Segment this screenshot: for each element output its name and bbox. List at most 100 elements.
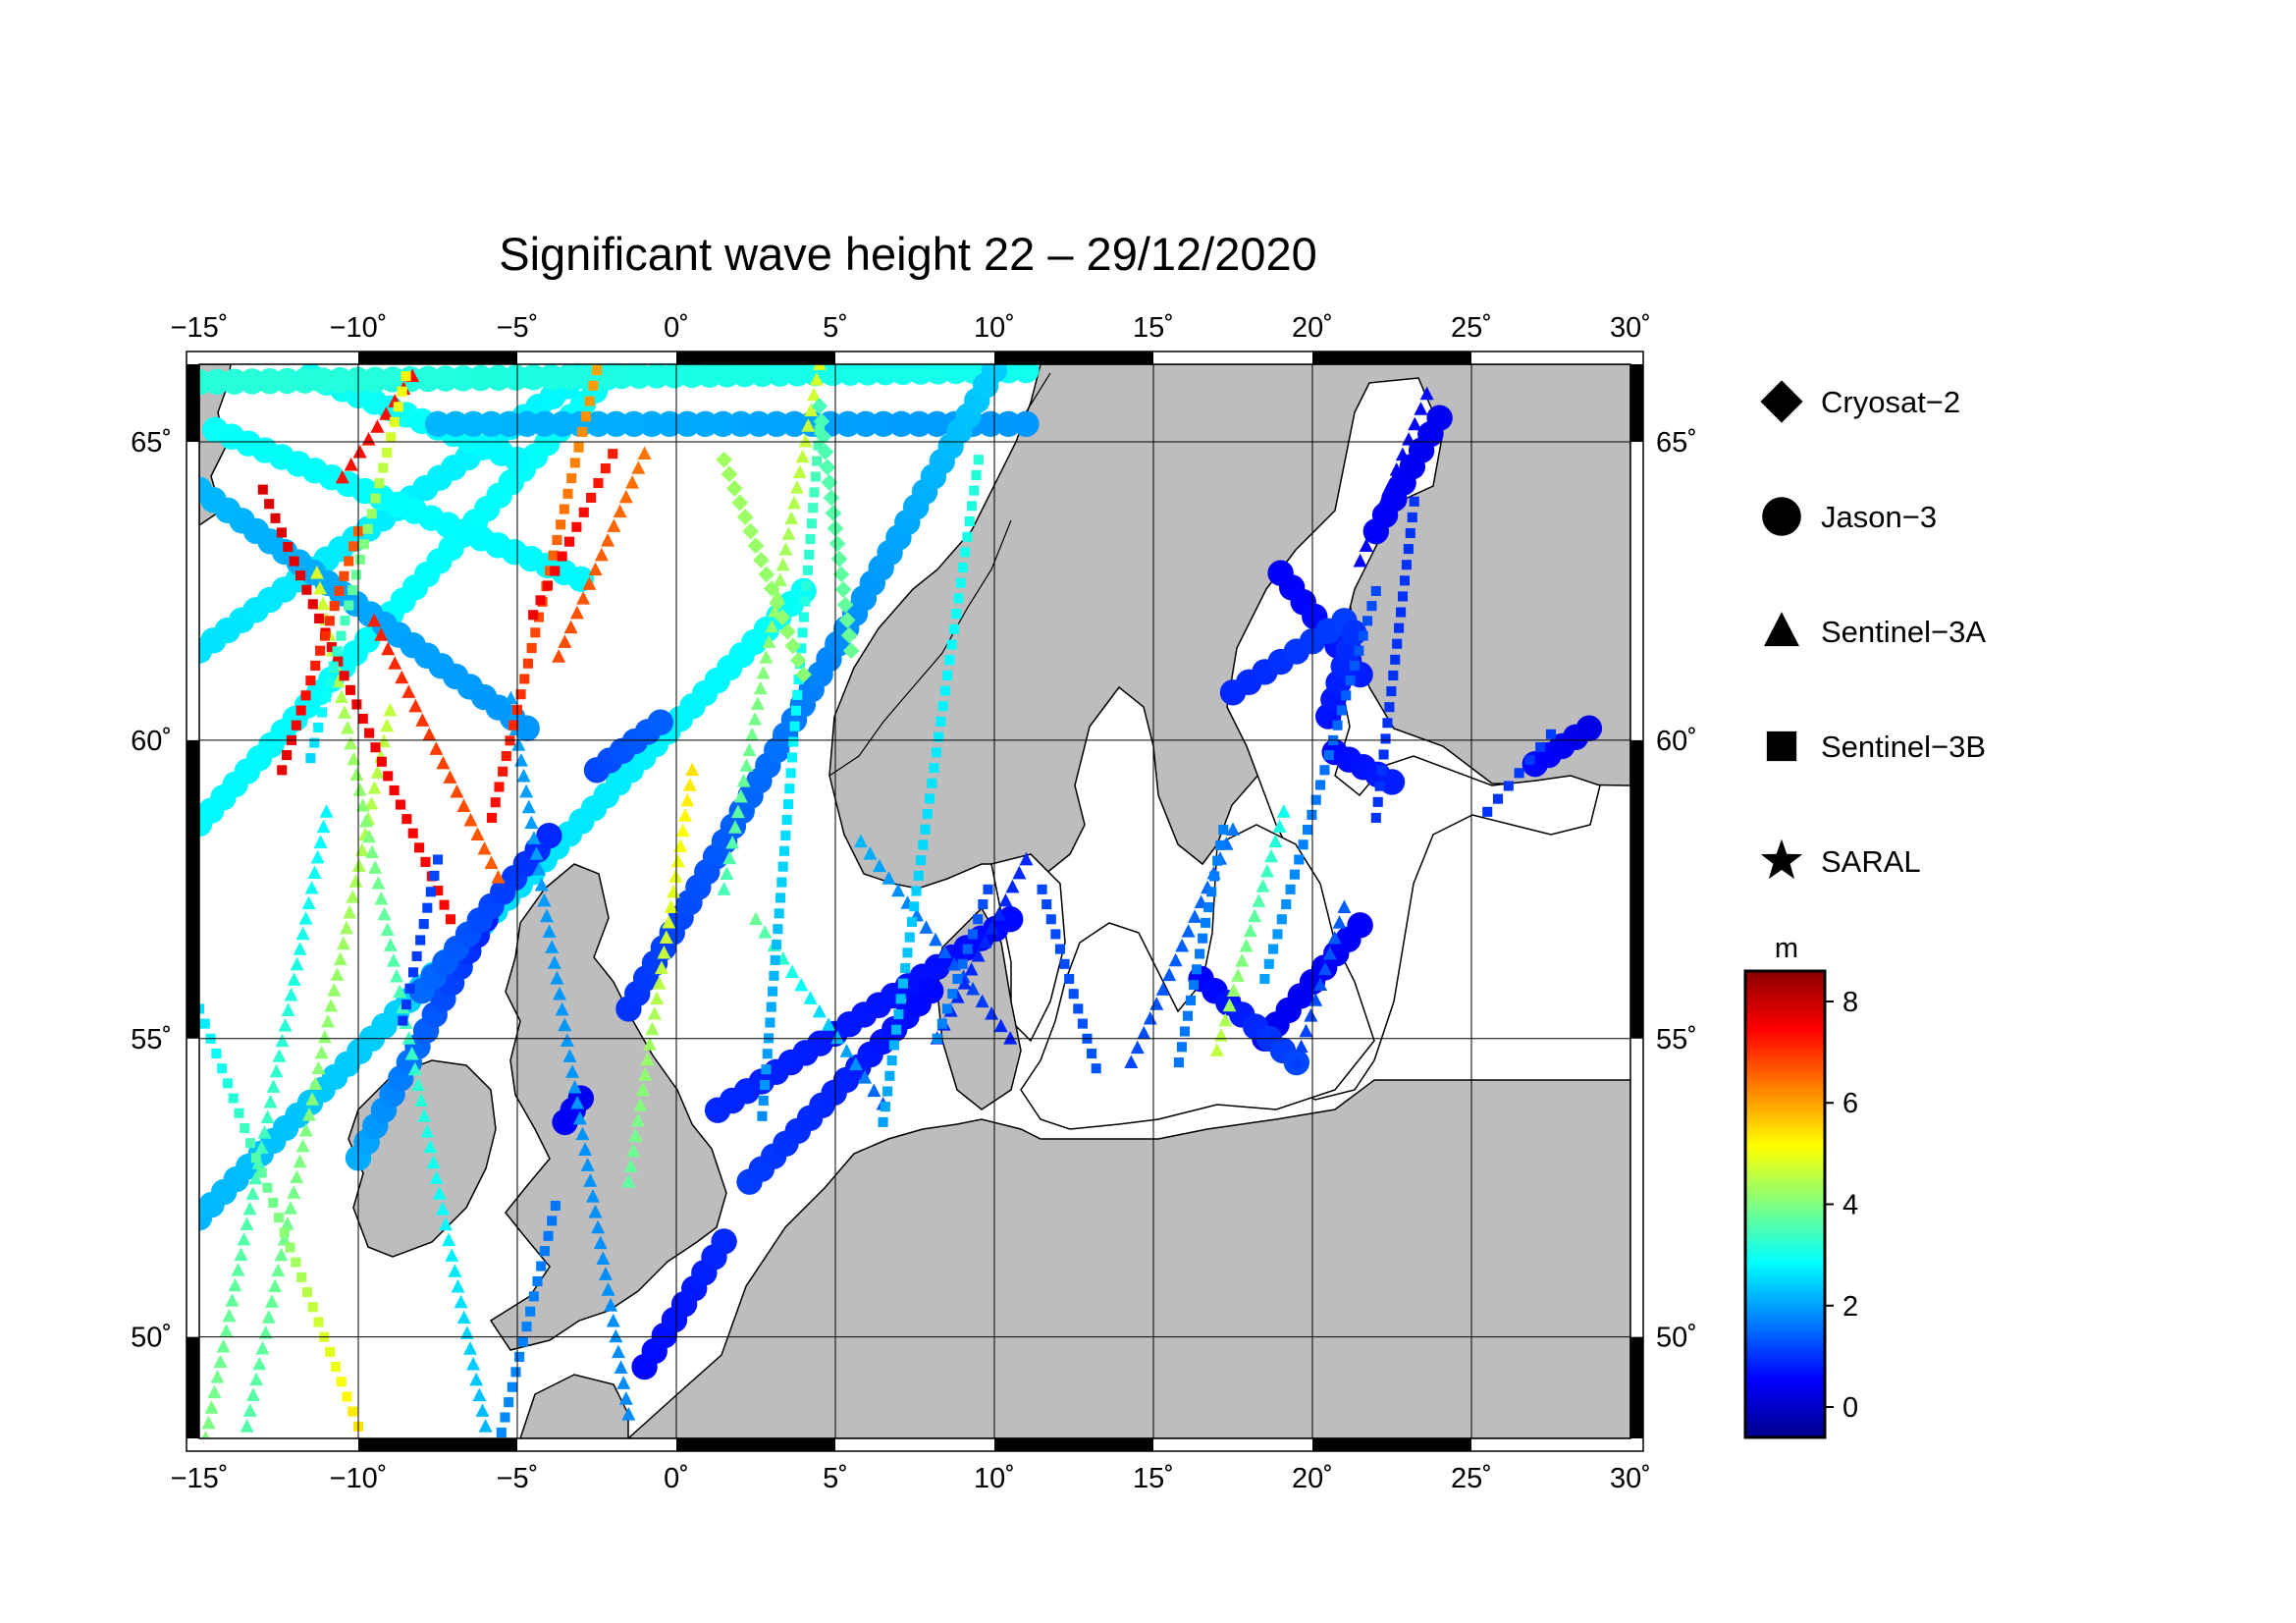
data-point-square: [776, 877, 787, 888]
data-point-triangle: [585, 1189, 600, 1203]
data-point-square: [324, 676, 335, 687]
data-point-square: [1332, 720, 1343, 730]
data-point-square: [966, 501, 978, 512]
data-point-square: [1185, 995, 1197, 1005]
data-point-square: [490, 797, 501, 808]
data-point-square: [942, 670, 953, 680]
data-point-square: [1215, 839, 1226, 850]
data-point-triangle: [787, 495, 802, 510]
data-point-square: [517, 1336, 528, 1347]
data-point-square: [573, 442, 584, 453]
data-point-triangle: [295, 1138, 310, 1153]
data-point-square: [1179, 1026, 1191, 1037]
data-point-triangle: [739, 758, 754, 772]
data-point-triangle: [748, 712, 763, 726]
data-point-diamond: [832, 566, 850, 583]
data-point-square: [291, 1257, 301, 1268]
data-point-square: [773, 924, 783, 935]
data-point-triangle: [638, 1067, 653, 1081]
data-point-triangle: [290, 1169, 304, 1184]
data-point-square: [1341, 690, 1352, 701]
data-point-triangle: [240, 1419, 254, 1433]
data-point-square: [378, 462, 389, 473]
square-icon: [1766, 730, 1797, 762]
data-point-triangle: [1003, 1031, 1018, 1045]
data-point-triangle: [753, 680, 768, 695]
data-point-triangle: [1005, 879, 1020, 893]
data-point-triangle: [588, 562, 603, 576]
data-point-triangle: [1313, 977, 1328, 991]
data-point-triangle: [1235, 953, 1250, 967]
data-point-square: [535, 595, 546, 606]
data-point-triangle: [374, 627, 389, 641]
data-point-triangle: [664, 899, 678, 913]
data-point-square: [774, 893, 786, 903]
data-point-triangle: [631, 460, 646, 474]
data-point-triangle: [618, 1391, 633, 1405]
data-point-square: [273, 1213, 285, 1223]
data-point-square: [283, 541, 294, 553]
data-point-square: [313, 1317, 324, 1327]
data-point-circle: [442, 410, 469, 437]
lat-lon-grid: [198, 364, 1631, 1438]
legend-label: Jason−3: [1821, 500, 1937, 534]
data-point-triangle: [1419, 386, 1434, 401]
data-point-triangle: [1322, 946, 1337, 960]
data-point-square: [802, 565, 813, 575]
data-point-triangle: [454, 1294, 468, 1309]
data-point-triangle: [567, 1080, 582, 1094]
frame-segment: [676, 352, 835, 364]
data-point-square: [319, 630, 331, 641]
data-point-triangle: [950, 990, 965, 1003]
data-point-circle: [585, 410, 612, 437]
data-point-triangle: [261, 1310, 276, 1324]
data-point-square: [1263, 958, 1274, 969]
data-point-triangle: [347, 751, 361, 766]
data-point-square: [528, 610, 539, 621]
data-point-square: [936, 1018, 947, 1029]
data-point-triangle: [640, 1052, 655, 1066]
data-point-triangle: [340, 920, 354, 935]
data-point-square: [276, 527, 287, 538]
data-point-triangle: [778, 542, 793, 556]
axis-tick-labels: −15˚ −15˚ −10˚ −10˚ −5˚ −5˚ 0˚ 0˚ 5˚ 5˚ 10˚ 10˚ 15˚ 1…: [131, 312, 1697, 1494]
data-point-triangle: [298, 911, 313, 925]
data-point-square: [888, 1040, 899, 1051]
data-point-triangle: [628, 1128, 643, 1142]
data-point-triangle: [472, 1387, 487, 1402]
data-point-square: [786, 752, 798, 763]
data-point-square: [772, 940, 782, 950]
data-point-circle: [834, 410, 861, 437]
data-point-square: [389, 784, 400, 795]
data-point-triangle: [349, 767, 364, 782]
data-point-triangle: [1222, 998, 1237, 1012]
data-point-circle: [906, 410, 933, 437]
data-point-triangle: [555, 1001, 569, 1016]
data-point-square: [1281, 898, 1292, 910]
data-point-square: [340, 616, 350, 626]
data-point-triangle: [310, 849, 325, 864]
data-point-square: [1268, 944, 1279, 954]
data-point-triangle: [393, 984, 407, 999]
data-point-triangle: [258, 1325, 273, 1339]
data-point-triangle: [616, 1376, 631, 1389]
data-point-triangle: [277, 1231, 292, 1246]
data-point-triangle: [234, 1247, 248, 1262]
data-point-square: [386, 432, 397, 443]
data-point-triangle: [978, 934, 992, 948]
data-point-triangle: [762, 634, 776, 649]
data-point-square: [1209, 871, 1220, 882]
data-point-triangle: [242, 1201, 257, 1216]
data-point-square: [1307, 809, 1317, 820]
data-point-triangle: [361, 829, 376, 843]
data-point-circle: [924, 410, 950, 437]
data-point-triangle: [368, 860, 383, 874]
data-point-square: [784, 784, 795, 794]
data-point-triangle: [1226, 822, 1240, 836]
data-point-square: [1182, 1010, 1194, 1021]
data-point-square: [957, 958, 968, 969]
data-point-circle: [1013, 410, 1040, 437]
data-point-triangle: [470, 827, 485, 841]
data-point-triangle: [249, 1372, 264, 1386]
frame-segment: [994, 352, 1153, 364]
